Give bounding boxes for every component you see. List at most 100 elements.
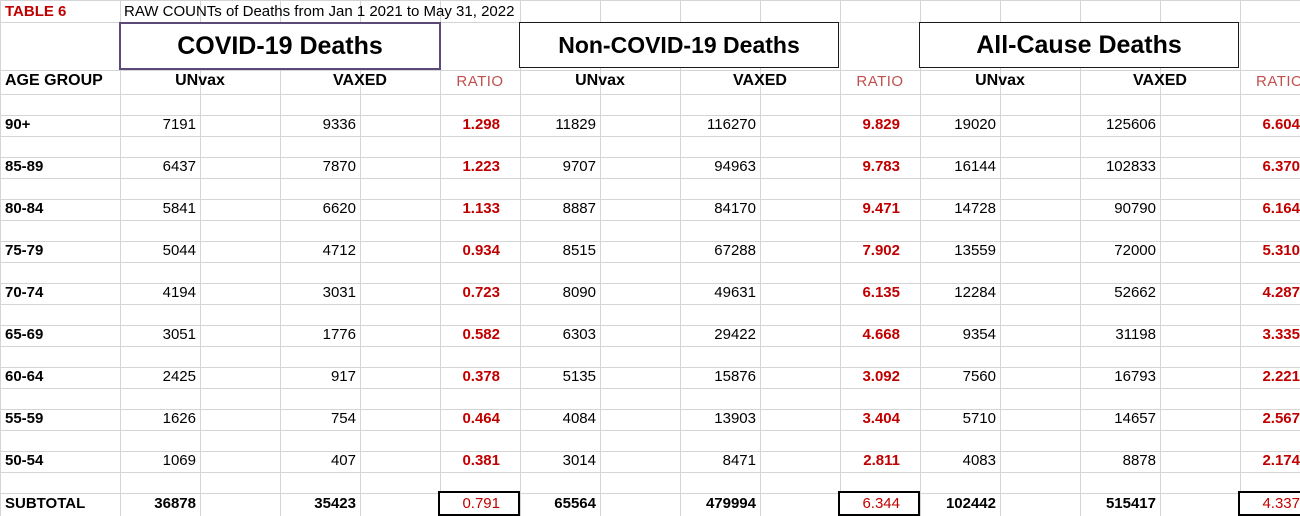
covid-ratio-cell: 0.723 <box>462 284 500 301</box>
grid-hline <box>0 136 1300 137</box>
subtotal-noncovid-vaxed: 479994 <box>705 495 756 512</box>
noncovid-ratio-cell: 7.902 <box>862 242 900 259</box>
grid-hline <box>0 472 1300 473</box>
age-group-cell: 75-79 <box>5 242 44 259</box>
noncovid-vaxed-cell: 94963 <box>714 158 756 175</box>
covid-ratio-cell: 0.378 <box>462 368 500 385</box>
subtotal-ratio-box-allcause <box>1238 491 1300 516</box>
noncovid-vaxed-cell: 15876 <box>714 368 756 385</box>
allcause-vaxed-cell: 14657 <box>1114 410 1156 427</box>
grid-hline <box>0 262 1300 263</box>
allcause-ratio-cell: 2.174 <box>1262 452 1300 469</box>
age-group-cell: 65-69 <box>5 326 44 343</box>
subtotal-allcause-vaxed: 515417 <box>1105 495 1156 512</box>
group-header-noncovid: Non-COVID-19 Deaths <box>519 22 839 68</box>
allcause-vaxed-cell: 125606 <box>1105 116 1156 133</box>
allcause-vaxed-cell: 31198 <box>1115 326 1156 343</box>
allcause-vaxed-cell: 16793 <box>1114 368 1156 385</box>
covid-ratio-cell: 1.223 <box>462 158 500 175</box>
covid-ratio-cell: 1.133 <box>462 200 500 217</box>
noncovid-unvax-cell: 4084 <box>562 410 596 427</box>
grid-hline <box>0 178 1300 179</box>
subtotal-ratio-box-noncovid <box>838 491 920 516</box>
grid-vline <box>280 0 281 516</box>
grid-hline <box>0 0 1300 1</box>
noncovid-unvax-cell: 3014 <box>562 452 596 469</box>
subtotal-covid-unvax: 36878 <box>154 495 196 512</box>
noncovid-ratio-cell: 9.471 <box>862 200 900 217</box>
covid-unvax-cell: 6437 <box>162 158 196 175</box>
subtotal-noncovid-ratio: 6.344 <box>862 495 900 512</box>
noncovid-unvax-cell: 8887 <box>562 200 596 217</box>
allcause-ratio-cell: 6.370 <box>1262 158 1300 175</box>
subtotal-noncovid-unvax: 65564 <box>554 495 596 512</box>
noncovid-vaxed-cell: 13903 <box>714 410 756 427</box>
noncovid-ratio-cell: 4.668 <box>862 326 900 343</box>
grid-vline <box>0 0 1 516</box>
subtotal-label: SUBTOTAL <box>5 495 86 512</box>
noncovid-vaxed-cell: 116270 <box>707 116 756 133</box>
allcause-ratio-cell: 6.164 <box>1262 200 1300 217</box>
col-header-noncovid-vaxed: VAXED <box>733 72 787 89</box>
grid-hline <box>0 115 1300 116</box>
covid-ratio-cell: 1.298 <box>462 116 500 133</box>
allcause-unvax-cell: 13559 <box>954 242 996 259</box>
allcause-unvax-cell: 7560 <box>962 368 996 385</box>
noncovid-ratio-cell: 9.829 <box>862 116 900 133</box>
covid-ratio-cell: 0.582 <box>462 326 500 343</box>
grid-hline <box>0 493 1300 494</box>
noncovid-ratio-cell: 3.404 <box>862 410 900 427</box>
noncovid-unvax-cell: 11829 <box>555 116 596 133</box>
allcause-ratio-cell: 5.310 <box>1262 242 1300 259</box>
allcause-ratio-cell: 4.287 <box>1262 284 1300 301</box>
grid-hline <box>0 409 1300 410</box>
col-header-allcause-ratio: RATIO <box>1256 73 1300 90</box>
grid-vline <box>1240 0 1241 516</box>
grid-hline <box>0 283 1300 284</box>
covid-unvax-cell: 2425 <box>162 368 196 385</box>
allcause-unvax-cell: 19020 <box>954 116 996 133</box>
age-group-cell: 85-89 <box>5 158 44 175</box>
covid-ratio-cell: 0.464 <box>462 410 500 427</box>
allcause-vaxed-cell: 102833 <box>1105 158 1156 175</box>
grid-vline <box>440 0 441 516</box>
grid-hline <box>0 451 1300 452</box>
noncovid-vaxed-cell: 67288 <box>714 242 756 259</box>
grid-vline <box>760 0 761 516</box>
covid-vaxed-cell: 917 <box>330 368 356 385</box>
subtotal-allcause-unvax: 102442 <box>945 495 996 512</box>
noncovid-unvax-cell: 9707 <box>562 158 596 175</box>
age-group-cell: 55-59 <box>5 410 44 427</box>
covid-vaxed-cell: 754 <box>330 410 356 427</box>
covid-unvax-cell: 7191 <box>162 116 196 133</box>
grid-vline <box>1160 0 1161 516</box>
noncovid-vaxed-cell: 49631 <box>714 284 756 301</box>
allcause-unvax-cell: 4083 <box>962 452 996 469</box>
grid-vline <box>840 0 841 516</box>
grid-hline <box>0 304 1300 305</box>
grid-hline <box>0 430 1300 431</box>
allcause-unvax-cell: 14728 <box>954 200 996 217</box>
allcause-unvax-cell: 5710 <box>962 410 996 427</box>
covid-unvax-cell: 3051 <box>162 326 196 343</box>
noncovid-unvax-cell: 5135 <box>562 368 596 385</box>
grid-hline <box>0 220 1300 221</box>
col-header-covid-unvax: UNvax <box>175 72 225 89</box>
covid-unvax-cell: 1069 <box>162 452 196 469</box>
age-group-cell: 60-64 <box>5 368 44 385</box>
grid-vline <box>680 0 681 516</box>
noncovid-ratio-cell: 6.135 <box>862 284 900 301</box>
covid-vaxed-cell: 4712 <box>322 242 356 259</box>
covid-ratio-cell: 0.381 <box>462 452 500 469</box>
covid-vaxed-cell: 3031 <box>322 284 356 301</box>
covid-vaxed-cell: 6620 <box>322 200 356 217</box>
allcause-vaxed-cell: 52662 <box>1114 284 1156 301</box>
allcause-unvax-cell: 16144 <box>954 158 996 175</box>
grid-hline <box>0 325 1300 326</box>
subtotal-covid-vaxed: 35423 <box>314 495 356 512</box>
covid-unvax-cell: 1626 <box>162 410 196 427</box>
grid-vline <box>200 0 201 516</box>
covid-vaxed-cell: 1776 <box>322 326 356 343</box>
grid-hline <box>0 70 1300 71</box>
